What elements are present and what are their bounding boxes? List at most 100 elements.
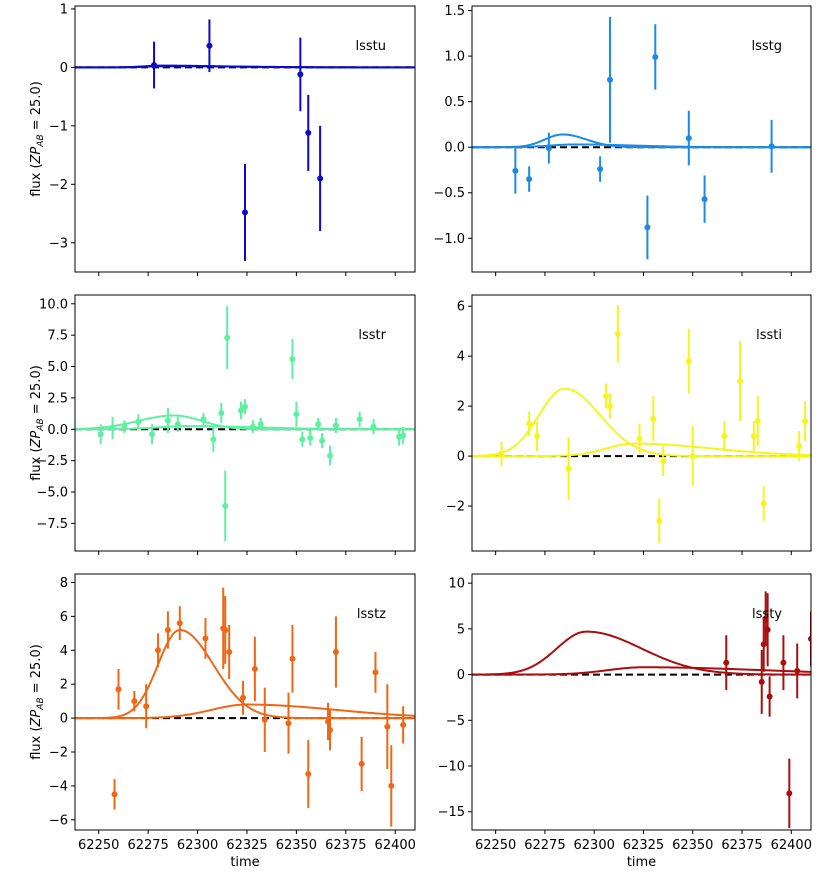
axes-frame [74,294,416,552]
data-point [701,196,708,203]
data-point [400,721,407,728]
data-point [319,437,326,444]
data-point [289,356,296,362]
data-point [317,175,324,182]
y-tick-label: −3 [49,236,68,251]
data-point [242,403,248,410]
panel-lsstz: 8 6 4 2 0 −2 −4 −6 62250 62275 62300 62325 62350 6237… [29,573,416,870]
plot-area [472,304,811,544]
data-point [206,42,213,49]
y-label-sub: AB [36,697,46,710]
y-tick-label: −15 [438,805,465,820]
data-point [644,224,651,231]
x-tick-label: 62375 [721,838,762,853]
x-tick-label: 62350 [276,838,317,853]
y-label-prefix: flux ( [29,447,44,480]
x-tick-label: 62300 [177,838,218,853]
data-point [766,693,773,700]
data-point [202,635,209,642]
y-label-sub: AB [36,418,46,431]
y-tick-label: −4 [49,779,68,794]
data-point [131,698,138,705]
plot-area [472,16,811,260]
data-point [796,443,803,450]
data-point [305,771,312,778]
data-point [111,791,118,798]
axes-frame [471,294,812,552]
y-tick-label: 1 [60,2,68,17]
data-point [685,135,692,142]
data-point [305,129,312,136]
y-tick-label: 0.0 [444,141,465,156]
y-tick-label: 8 [60,576,68,591]
panel-lssty: 10 5 0 −5 −10 −15 62250 62275 62300 62325 62350 623… [438,573,812,870]
y-axis-label: flux (ZPAB = 25.0) [29,644,46,760]
data-point [723,659,730,666]
data-point [636,435,643,442]
data-point [226,648,233,655]
data-point [358,760,365,767]
data-point [656,518,663,525]
y-tick-label: 0 [457,668,465,683]
x-axis-label: time [230,855,259,870]
data-point [603,393,610,400]
data-point [808,635,811,642]
y-tick-label: 1.0 [444,50,465,65]
data-point [218,409,225,416]
x-axis-label: time [627,855,656,870]
axes-frame [74,573,416,831]
panel-lssti: 6 4 2 0 −2 lssti [446,294,812,555]
data-point [115,686,122,693]
data-point [780,659,787,666]
data-point [155,647,162,654]
plot-area [75,306,415,541]
plot-area [75,587,415,827]
x-tick-label: 62250 [475,838,516,853]
data-point [315,421,322,428]
data-point [149,431,156,438]
data-point [565,465,572,472]
data-point [650,415,657,422]
data-point [388,782,395,789]
panel-lsstr: 10.0 7.5 5.0 2.5 0.0 −2.5 −5.0 −7.5 lsstr flux (Z… [29,294,416,555]
data-point [597,166,604,173]
data-point [249,423,256,430]
y-tick-label: 4 [457,350,465,365]
data-point [689,453,696,460]
y-tick-label: 5.0 [47,360,68,375]
data-point [526,420,533,427]
axes-frame [471,573,812,831]
y-tick-label: 0.0 [47,423,68,438]
x-tick-label: 62250 [78,838,119,853]
x-tick-label: 62300 [574,838,615,853]
model-curve-2 [75,703,415,720]
axes-frame [74,5,416,273]
data-point [151,62,158,69]
y-label-zp: ZP [29,710,44,728]
y-tick-label: −1.0 [433,232,465,247]
data-point [143,703,150,710]
plot-area [472,591,811,829]
data-point [261,716,268,723]
data-point [222,502,229,509]
model-curve-2 [472,666,811,676]
data-point [545,145,552,152]
y-tick-label: 2 [60,678,68,693]
data-point [660,458,667,465]
data-point [614,330,621,337]
x-tick-label: 62400 [771,838,812,853]
x-tick-label: 62400 [375,838,416,853]
data-point [164,417,171,424]
y-tick-label: 0.5 [444,95,465,110]
y-tick-label: −5.0 [36,486,68,501]
x-tick-label: 62325 [226,838,267,853]
data-point [257,421,264,428]
data-point [224,334,231,341]
y-label-sub: AB [36,134,46,147]
data-point [764,626,771,633]
y-label-prefix: flux ( [29,726,44,759]
band-label: lssty [752,607,782,622]
data-point [121,423,128,430]
data-point [526,176,533,183]
data-point [786,790,793,797]
